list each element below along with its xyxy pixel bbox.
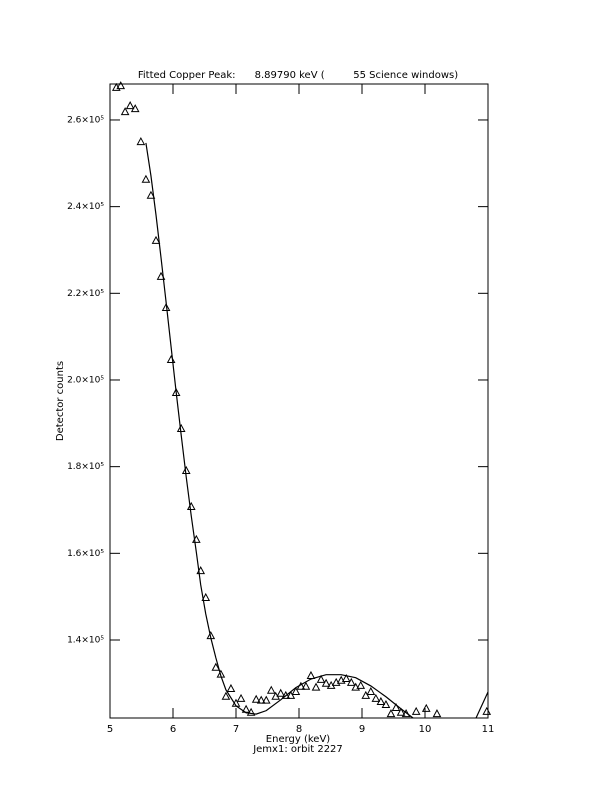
data-point xyxy=(386,709,396,718)
data-point xyxy=(136,137,146,146)
data-point xyxy=(391,702,401,712)
y-tick-label: 2.0×10⁵ xyxy=(67,375,104,385)
data-point xyxy=(256,695,266,704)
fit-line xyxy=(145,142,488,718)
data-point xyxy=(251,694,261,703)
y-tick-label: 1.4×10⁵ xyxy=(67,635,104,645)
data-point xyxy=(281,690,291,699)
x-tick-label: 11 xyxy=(482,724,495,735)
y-axis-label: Detector counts xyxy=(55,361,66,441)
data-point xyxy=(266,685,276,694)
subtitle: Jemx1: orbit 2227 xyxy=(252,744,343,755)
data-point xyxy=(211,662,221,671)
data-point xyxy=(226,683,236,692)
chart-title: Fitted Copper Peak: 8.89790 keV ( 55 Sci… xyxy=(138,70,458,81)
y-tick-label: 1.6×10⁵ xyxy=(67,549,104,559)
data-point xyxy=(151,235,161,244)
data-point xyxy=(141,174,151,183)
data-point xyxy=(221,691,231,700)
x-tick-label: 5 xyxy=(107,724,113,735)
x-tick-label: 7 xyxy=(233,724,239,735)
data-point xyxy=(246,707,256,716)
data-point xyxy=(381,699,391,708)
data-point xyxy=(346,677,356,686)
data-point xyxy=(321,678,331,687)
data-point xyxy=(276,688,286,697)
data-point xyxy=(351,682,361,691)
data-point xyxy=(411,706,421,715)
data-point xyxy=(376,696,386,705)
data-point xyxy=(361,690,371,699)
data-point xyxy=(371,693,381,702)
data-point xyxy=(125,101,135,110)
data-point xyxy=(396,707,406,716)
data-point xyxy=(116,81,126,90)
x-tick-label: 8 xyxy=(296,724,302,735)
data-point xyxy=(316,674,326,683)
data-point xyxy=(311,682,321,691)
x-tick-label: 9 xyxy=(359,724,365,735)
y-tick-label: 2.6×10⁵ xyxy=(67,115,104,125)
y-tick-label: 1.8×10⁵ xyxy=(67,462,104,472)
data-point xyxy=(341,673,351,682)
y-tick-label: 2.4×10⁵ xyxy=(67,202,104,212)
data-point xyxy=(201,592,211,601)
data-point xyxy=(120,107,130,116)
y-tick-label: 2.2×10⁵ xyxy=(67,289,104,299)
data-point xyxy=(146,190,156,199)
data-point xyxy=(286,690,296,699)
x-axis-label: Energy (keV) xyxy=(266,734,331,745)
data-point xyxy=(130,104,140,113)
data-point xyxy=(161,302,171,312)
data-point xyxy=(301,681,311,690)
x-tick-label: 10 xyxy=(419,724,432,735)
data-point xyxy=(366,686,376,695)
data-point xyxy=(421,703,431,712)
data-point xyxy=(236,693,246,702)
data-point xyxy=(291,686,301,695)
data-point xyxy=(336,675,346,684)
x-tick-label: 6 xyxy=(170,724,176,735)
data-point xyxy=(432,709,442,718)
data-point xyxy=(356,680,366,689)
data-point xyxy=(482,706,492,715)
data-point xyxy=(261,695,271,704)
